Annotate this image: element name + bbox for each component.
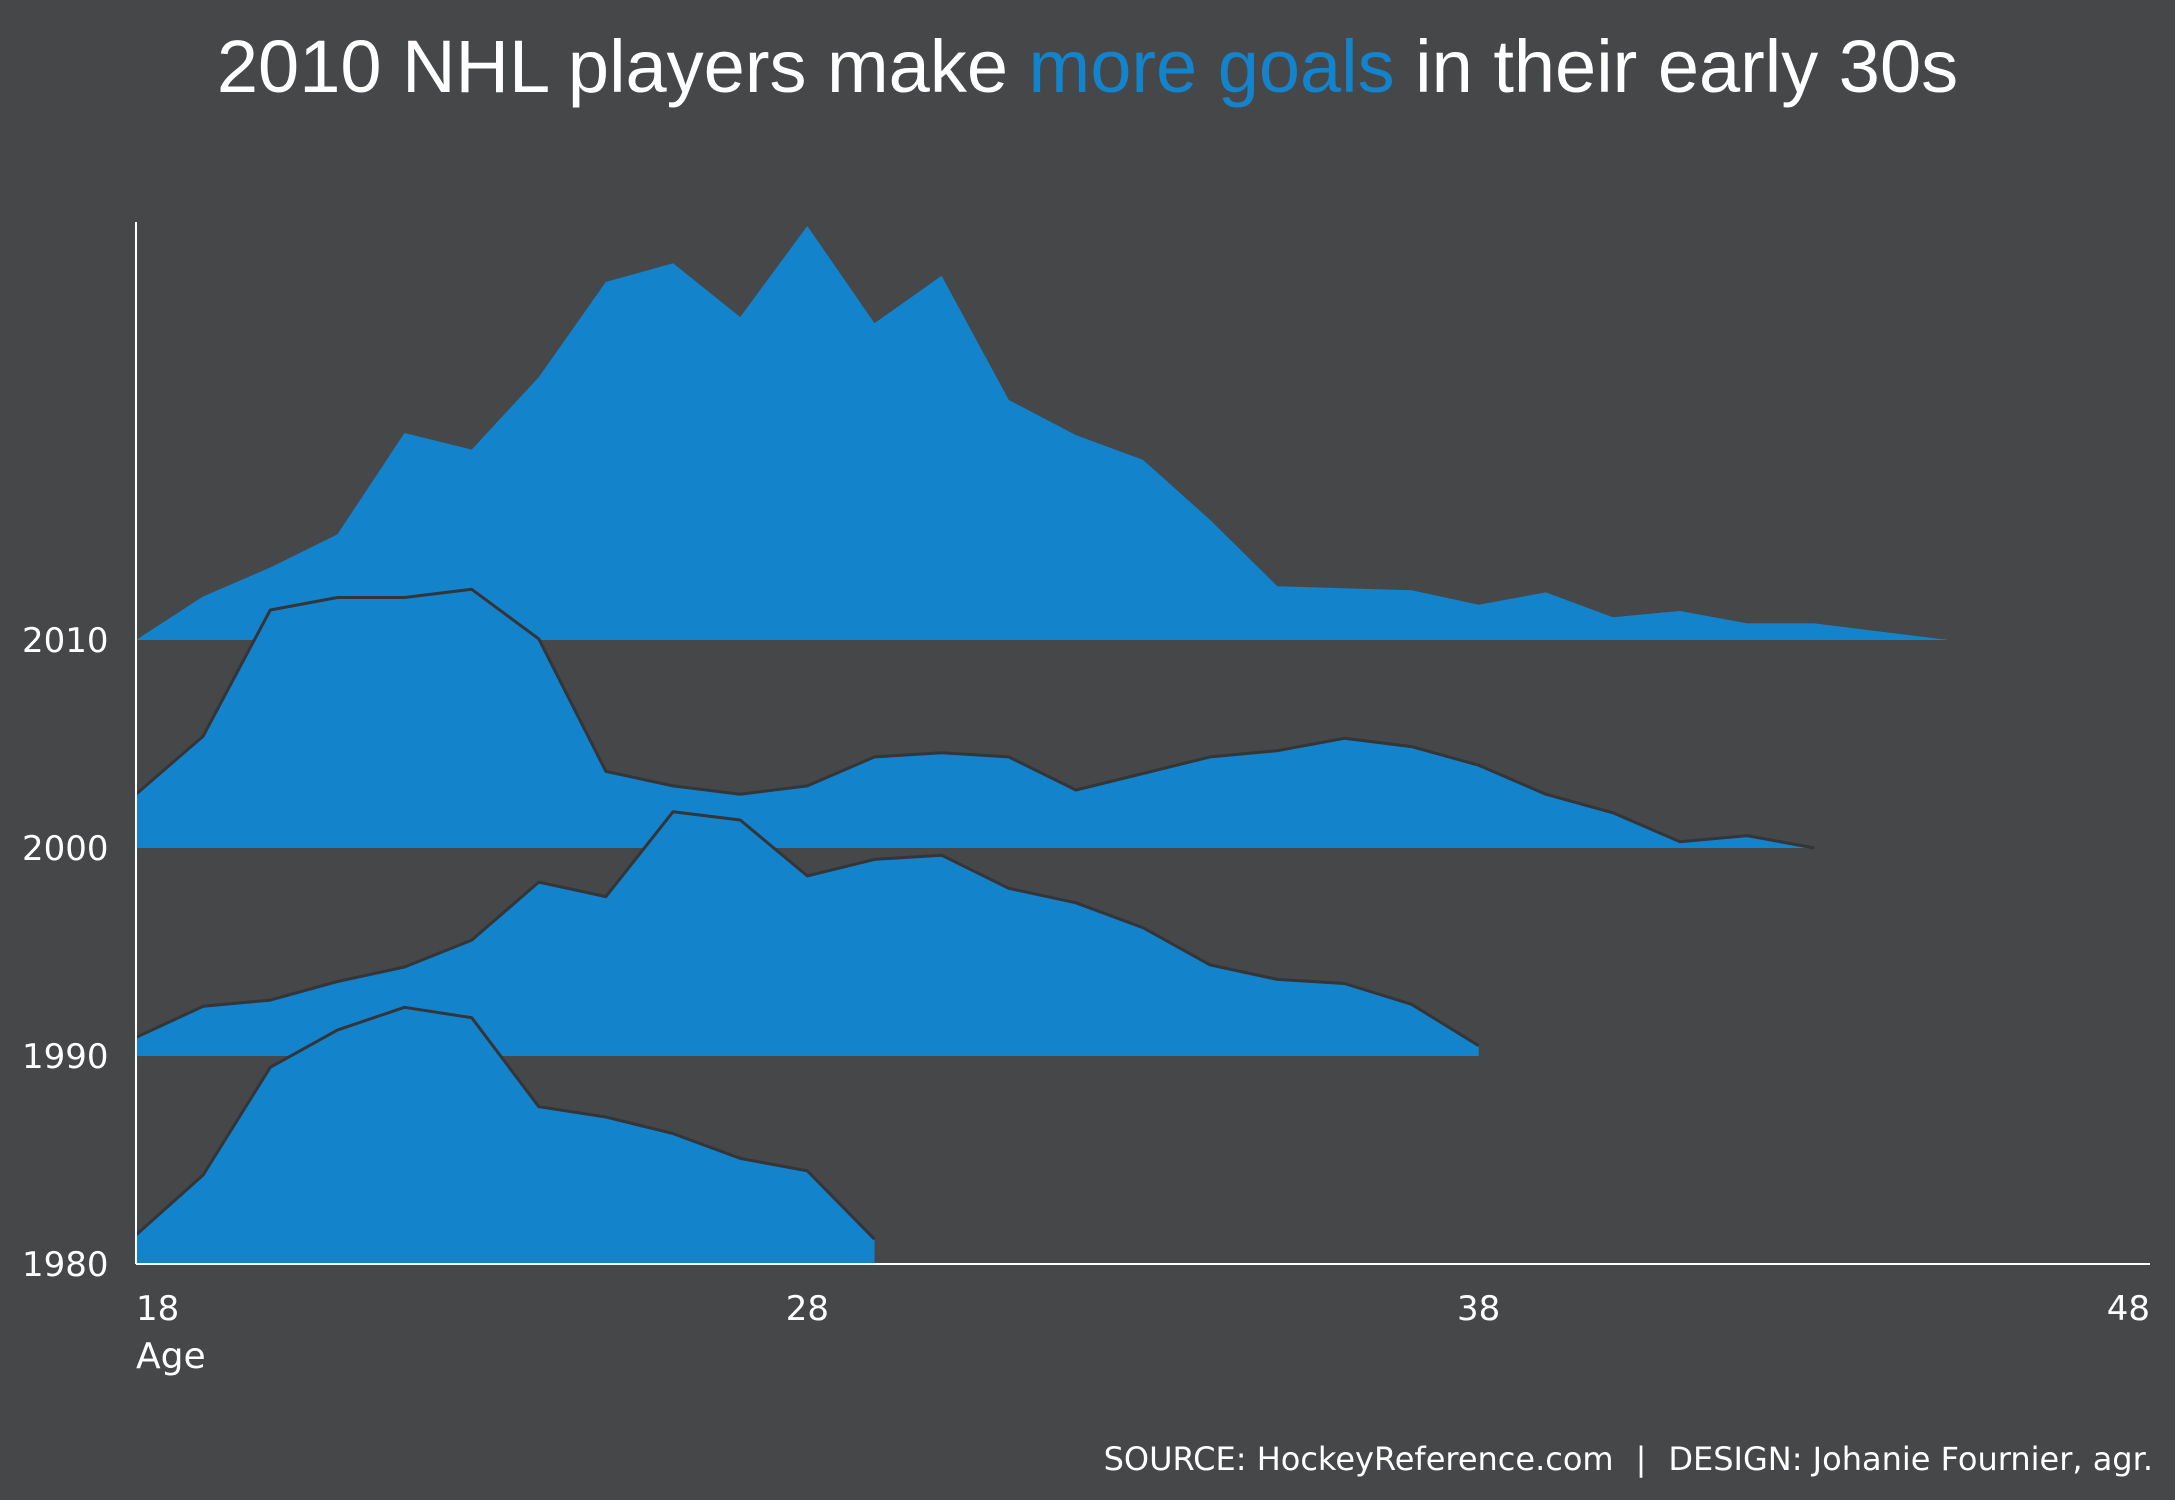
ridge-area-2010 (136, 226, 1949, 640)
footer-design: DESIGN: Johanie Fournier, agr. (1668, 1440, 2153, 1478)
ridge-1980 (135, 1005, 876, 1264)
chart-title: 2010 NHL players make more goals in thei… (0, 22, 2175, 112)
x-tick-18: 18 (136, 1289, 179, 1329)
title-highlight: more goals (1028, 25, 1395, 108)
ridge-outline-2000 (135, 587, 1815, 850)
x-tick-48: 48 (2107, 1289, 2150, 1329)
ridge-1990 (135, 810, 1480, 1056)
x-tick-38: 38 (1457, 1289, 1500, 1329)
ridge-area-1980 (136, 1007, 875, 1264)
ridge-area-2000 (136, 589, 1815, 848)
title-prefix: 2010 NHL players make (216, 25, 1008, 108)
footer-credits: SOURCE: HockeyReference.com | DESIGN: Joha… (1104, 1440, 2153, 1478)
y-label-2010: 2010 (22, 621, 109, 661)
footer-separator: | (1635, 1440, 1647, 1478)
ridge-2010 (136, 226, 1949, 640)
y-label-1990: 1990 (22, 1037, 109, 1077)
title-suffix: in their early 30s (1415, 25, 1959, 108)
x-axis-title: Age (136, 1336, 206, 1377)
y-label-1980: 1980 (22, 1245, 109, 1285)
x-tick-28: 28 (786, 1289, 829, 1329)
ridge-2000 (135, 587, 1815, 850)
y-label-2000: 2000 (22, 829, 109, 869)
ridge-layers (135, 226, 1949, 1264)
ridge-outline-1990 (135, 810, 1480, 1047)
ridge-outline-1980 (135, 1005, 876, 1241)
ridge-area-1990 (136, 811, 1479, 1056)
footer-source: SOURCE: HockeyReference.com (1103, 1440, 1614, 1478)
